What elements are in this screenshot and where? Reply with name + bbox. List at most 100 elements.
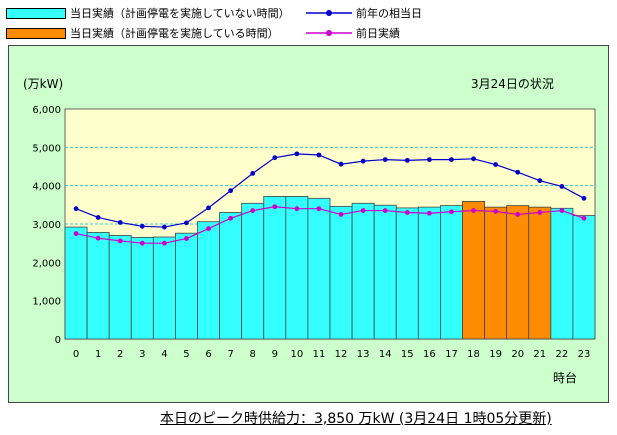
- bar-outage: [484, 206, 508, 340]
- bar-no-outage: [130, 237, 154, 340]
- bar-no-outage: [307, 197, 331, 340]
- y-tick-label: 0: [55, 335, 61, 346]
- bars: [64, 195, 596, 340]
- point-last-year: [184, 220, 189, 226]
- point-last-year: [449, 157, 454, 162]
- point-previous-day: [537, 210, 543, 215]
- x-tick-label: 22: [556, 349, 569, 360]
- legend-line-previous-day: [306, 30, 352, 36]
- legend-item-today-outage: 当日実績（計画停電を実施している時間）: [6, 25, 279, 41]
- point-previous-day: [338, 212, 344, 217]
- bar-no-outage: [219, 212, 243, 340]
- y-tick-label: 4,000: [32, 182, 61, 193]
- point-last-year: [117, 220, 123, 225]
- point-previous-day: [228, 215, 234, 221]
- legend-label-today-outage: 当日実績（計画停電を実施している時間）: [70, 27, 279, 40]
- point-previous-day: [272, 204, 278, 210]
- peak-supply-footer: 本日のピーク時供給力：3,850 万kW (3月24日 1時05分更新): [160, 411, 552, 427]
- x-tick-label: 17: [445, 349, 458, 360]
- point-last-year: [360, 158, 366, 164]
- legend-label-last-year: 前年の相当日: [356, 7, 422, 20]
- series-line-last-year: [75, 153, 585, 228]
- point-previous-day: [73, 231, 79, 236]
- point-previous-day: [559, 208, 565, 213]
- point-last-year: [206, 205, 211, 211]
- bar-no-outage: [152, 236, 176, 340]
- point-last-year: [294, 151, 300, 157]
- point-previous-day: [316, 206, 322, 212]
- x-tick-label: 19: [489, 349, 502, 360]
- bar-no-outage: [440, 205, 463, 340]
- bar-no-outage: [373, 204, 397, 340]
- point-last-year: [161, 224, 167, 230]
- y-tick-label: 1,000: [32, 297, 61, 308]
- y-unit-label: (万kW): [23, 77, 63, 91]
- bar-no-outage: [64, 226, 88, 340]
- legend-label-today-no-outage: 当日実績（計画停電を実施していない時間）: [70, 7, 290, 20]
- point-previous-day: [493, 208, 499, 214]
- bar-no-outage: [108, 235, 132, 340]
- bar-no-outage: [86, 232, 110, 340]
- x-tick-label: 4: [161, 349, 167, 360]
- date-status-label: 3月24日の状況: [471, 76, 554, 91]
- point-last-year: [73, 206, 79, 212]
- bar-no-outage: [175, 232, 198, 340]
- point-previous-day: [471, 208, 476, 213]
- x-tick-label: 8: [250, 349, 256, 360]
- bar-no-outage: [550, 207, 574, 340]
- point-previous-day: [382, 208, 388, 213]
- x-tick-label: 12: [335, 349, 348, 360]
- point-last-year: [537, 178, 543, 184]
- x-tick-label: 2: [117, 349, 123, 360]
- x-axis-label: 時台: [553, 370, 577, 385]
- legend: 当日実績（計画停電を実施していない時間） 当日実績（計画停電を実施している時間）…: [6, 3, 606, 43]
- point-previous-day: [184, 236, 189, 241]
- point-previous-day: [250, 208, 256, 213]
- x-tick-label: 3: [139, 349, 145, 360]
- legend-label-previous-day: 前日実績: [356, 27, 400, 40]
- x-tick-label: 1: [95, 349, 101, 360]
- bar-no-outage: [329, 205, 353, 340]
- legend-swatch-cyan: [6, 7, 66, 19]
- legend-item-last-year: 前年の相当日: [306, 5, 422, 21]
- series-line-previous-day: [75, 206, 585, 244]
- point-previous-day: [95, 235, 101, 241]
- y-tick-labels: 0 1,000 2,000 3,000 4,000 5,000 6,000: [32, 105, 61, 346]
- point-last-year: [139, 223, 145, 229]
- point-last-year: [316, 152, 322, 158]
- x-tick-label: 6: [205, 349, 211, 360]
- x-tick-label: 21: [533, 349, 546, 360]
- bar-no-outage: [572, 215, 596, 340]
- x-tick-label: 18: [467, 349, 480, 360]
- y-tick-label: 2,000: [32, 258, 61, 269]
- bar-outage: [462, 200, 485, 340]
- bar-no-outage: [395, 207, 419, 340]
- point-last-year: [382, 157, 388, 162]
- y-tick-label: 6,000: [32, 105, 61, 116]
- bar-no-outage: [263, 195, 287, 340]
- point-last-year: [493, 162, 499, 167]
- x-tick-label: 20: [511, 349, 524, 360]
- x-tick-label: 5: [183, 349, 189, 360]
- point-last-year: [404, 157, 410, 163]
- bar-outage: [528, 206, 552, 340]
- bar-no-outage: [285, 195, 309, 340]
- x-tick-label: 10: [291, 349, 304, 360]
- series-lines: [73, 151, 587, 246]
- point-last-year: [426, 157, 432, 162]
- bar-no-outage: [197, 221, 220, 340]
- legend-item-today-no-outage: 当日実績（計画停電を実施していない時間）: [6, 5, 290, 21]
- x-tick-label: 23: [578, 349, 591, 360]
- x-tick-label: 9: [272, 349, 278, 360]
- point-last-year: [95, 215, 101, 220]
- legend-swatch-orange: [6, 27, 66, 39]
- point-previous-day: [360, 208, 366, 213]
- x-tick-label: 7: [227, 349, 233, 360]
- bar-no-outage: [417, 206, 441, 340]
- x-tick-label: 14: [379, 349, 392, 360]
- bar-outage: [506, 205, 530, 340]
- legend-line-last-year: [306, 10, 352, 16]
- x-tick-label: 15: [401, 349, 414, 360]
- point-last-year: [338, 161, 344, 167]
